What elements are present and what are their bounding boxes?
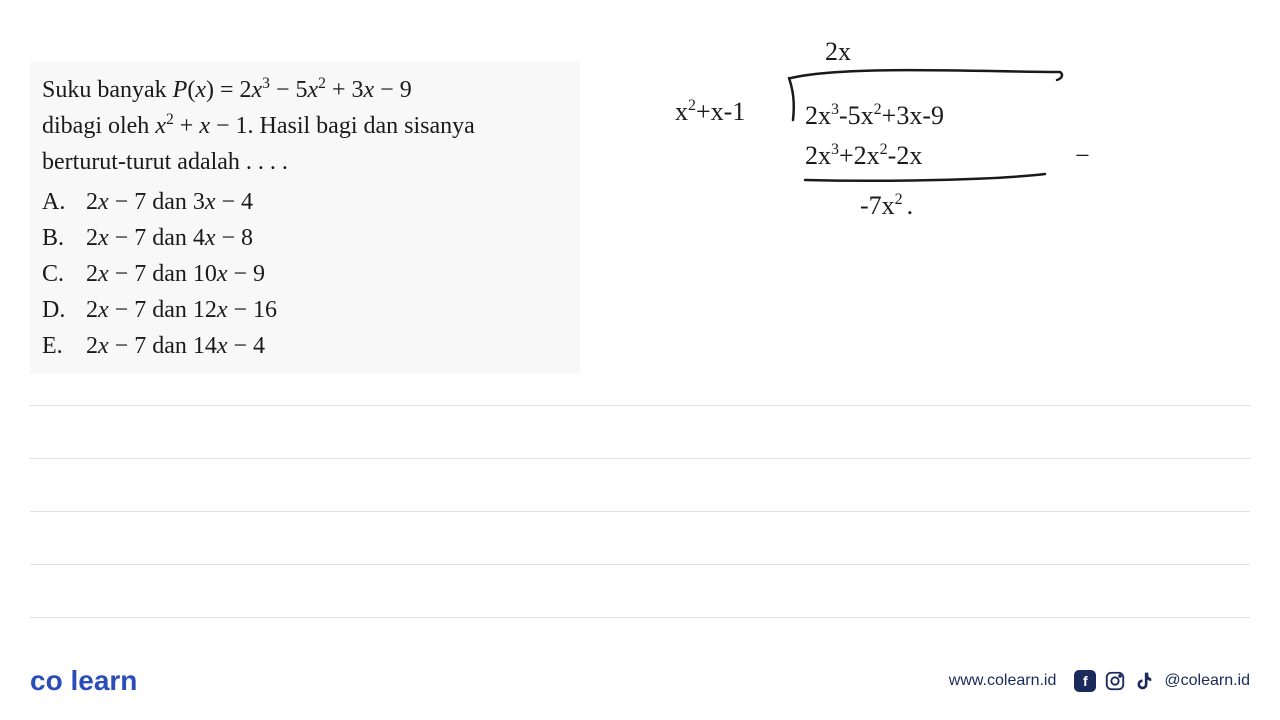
instagram-icon xyxy=(1104,670,1126,692)
option-text: 2x − 7 dan 14x − 4 xyxy=(86,328,265,364)
hw-result: -7x2. xyxy=(860,191,913,220)
hw-dividend: 2x3-5x2+3x-9 xyxy=(805,101,944,130)
social-handle: @colearn.id xyxy=(1164,672,1250,690)
footer: co learn www.colearn.id f @colearn.id xyxy=(0,642,1280,720)
logo-co: co xyxy=(30,665,63,696)
logo-learn: learn xyxy=(70,665,137,696)
option-letter: C. xyxy=(42,256,70,292)
option-text: 2x − 7 dan 3x − 4 xyxy=(86,184,253,220)
option-e: E. 2x − 7 dan 14x − 4 xyxy=(42,328,568,364)
handwriting-work: 2x x2+x-1 2x3-5x2+3x-9 2x3+2x2-2x − xyxy=(665,30,1115,270)
hw-sub: 2x3+2x2-2x xyxy=(805,141,922,170)
option-letter: B. xyxy=(42,220,70,256)
option-text: 2x − 7 dan 4x − 8 xyxy=(86,220,253,256)
website-url: www.colearn.id xyxy=(949,672,1057,690)
hw-quotient: 2x xyxy=(825,37,851,66)
social-icons: f @colearn.id xyxy=(1074,670,1250,692)
ruled-line xyxy=(30,511,1250,512)
option-d: D. 2x − 7 dan 12x − 16 xyxy=(42,292,568,328)
footer-right: www.colearn.id f @colearn.id xyxy=(949,670,1250,692)
option-text: 2x − 7 dan 10x − 9 xyxy=(86,256,265,292)
option-letter: A. xyxy=(42,184,70,220)
ruled-line xyxy=(30,458,1250,459)
option-c: C. 2x − 7 dan 10x − 9 xyxy=(42,256,568,292)
ruled-lines xyxy=(30,405,1250,618)
option-text: 2x − 7 dan 12x − 16 xyxy=(86,292,277,328)
options-list: A. 2x − 7 dan 3x − 4 B. 2x − 7 dan 4x − … xyxy=(42,184,568,364)
ruled-line xyxy=(30,564,1250,565)
q-line3: berturut-turut adalah . . . . xyxy=(42,149,288,175)
hw-minus: − xyxy=(1075,141,1090,170)
q-line2-suffix: . Hasil bagi dan sisanya xyxy=(248,113,475,139)
option-letter: D. xyxy=(42,292,70,328)
option-letter: E. xyxy=(42,328,70,364)
hw-divisor: x2+x-1 xyxy=(675,97,745,126)
q-line1-prefix: Suku banyak xyxy=(42,77,173,103)
question-box: Suku banyak P(x) = 2x3 − 5x2 + 3x − 9 di… xyxy=(30,62,580,374)
option-a: A. 2x − 7 dan 3x − 4 xyxy=(42,184,568,220)
q-line2-prefix: dibagi oleh xyxy=(42,113,155,139)
question-text: Suku banyak P(x) = 2x3 − 5x2 + 3x − 9 di… xyxy=(42,72,568,180)
tiktok-icon xyxy=(1134,670,1156,692)
ruled-line xyxy=(30,405,1250,406)
content-area: Suku banyak P(x) = 2x3 − 5x2 + 3x − 9 di… xyxy=(0,0,1280,640)
logo: co learn xyxy=(30,665,137,697)
option-b: B. 2x − 7 dan 4x − 8 xyxy=(42,220,568,256)
ruled-line xyxy=(30,617,1250,618)
facebook-icon: f xyxy=(1074,670,1096,692)
